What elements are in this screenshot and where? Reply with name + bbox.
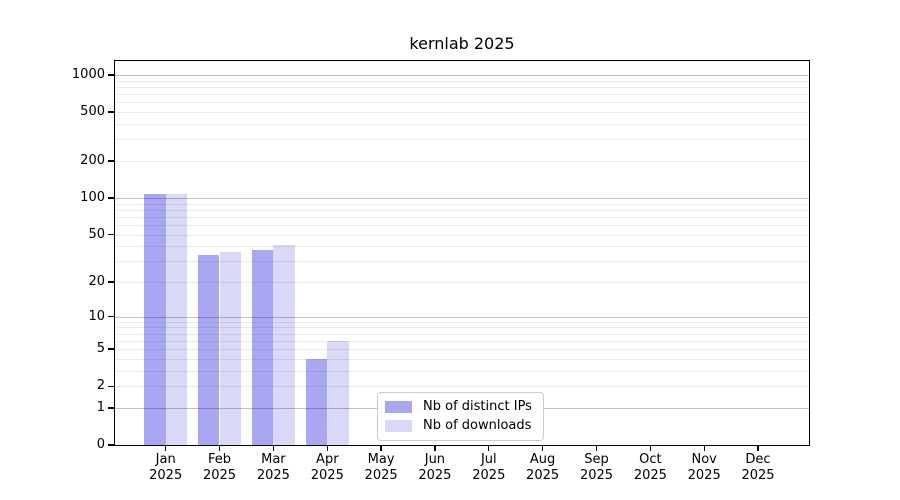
- grid-line-minor: [115, 321, 809, 323]
- x-tick-label: May 2025: [364, 452, 398, 483]
- grid-line-minor: [115, 112, 809, 114]
- y-tick-mark: [108, 74, 114, 76]
- x-tick-mark: [380, 446, 382, 451]
- grid-line-minor: [115, 124, 809, 125]
- grid-line-minor: [115, 203, 809, 205]
- y-tick-label: 5: [96, 341, 105, 357]
- legend: Nb of distinct IPs Nb of downloads: [377, 392, 544, 441]
- grid-line-minor: [115, 224, 809, 226]
- y-tick-label: 0: [96, 437, 105, 452]
- x-tick-mark: [272, 446, 275, 451]
- x-tick-label: Jun 2025: [418, 452, 452, 483]
- y-tick-mark: [108, 197, 114, 199]
- grid-line-major: [115, 75, 809, 76]
- x-tick-mark: [165, 446, 167, 451]
- x-tick-mark: [595, 446, 598, 451]
- x-tick-mark: [757, 446, 759, 451]
- legend-label: Nb of downloads: [423, 418, 532, 433]
- x-tick-mark: [649, 446, 651, 451]
- bar-distinct-ips: [144, 194, 166, 445]
- y-tick-mark: [108, 281, 114, 283]
- x-tick-label: Dec 2025: [741, 452, 775, 483]
- bar-distinct-ips: [198, 254, 220, 445]
- legend-item-downloads: Nb of downloads: [385, 418, 535, 434]
- bar-distinct-ips: [252, 250, 274, 445]
- y-tick-label: 1: [96, 399, 105, 415]
- y-tick-mark: [108, 407, 114, 409]
- legend-swatch-ips: [385, 401, 412, 413]
- bar-downloads: [165, 194, 188, 445]
- grid-line-minor: [115, 216, 809, 218]
- y-tick-label: 20: [88, 274, 105, 289]
- x-tick-mark: [488, 446, 490, 451]
- grid-line-minor: [115, 282, 809, 283]
- grid-line-major: [115, 316, 809, 318]
- grid-line-minor: [115, 340, 809, 342]
- grid-line-minor: [115, 358, 809, 360]
- x-tick-mark: [434, 446, 436, 451]
- x-tick-mark: [541, 446, 544, 451]
- grid-line-minor: [115, 102, 809, 104]
- y-tick-mark: [108, 348, 114, 350]
- legend-item-distinct-ips: Nb of distinct IPs: [385, 399, 535, 415]
- grid-line-major: [115, 197, 809, 199]
- grid-line-minor: [115, 139, 809, 141]
- x-tick-mark: [703, 446, 705, 451]
- y-tick-label: 1000: [71, 67, 105, 82]
- grid-line-minor: [115, 161, 809, 162]
- y-tick-label: 2: [96, 378, 105, 394]
- x-tick-label: Apr 2025: [310, 452, 344, 483]
- bar-distinct-ips: [305, 358, 328, 445]
- grid-line-minor: [115, 246, 809, 248]
- y-tick-mark: [108, 444, 114, 446]
- bar-downloads: [273, 244, 295, 445]
- chart-title: kernlab 2025: [409, 34, 515, 53]
- grid-line-minor: [115, 234, 809, 236]
- grid-line-minor: [115, 209, 809, 211]
- y-tick-mark: [108, 233, 114, 236]
- grid-line-minor: [115, 349, 809, 351]
- grid-line-minor: [115, 261, 809, 263]
- bar-downloads: [327, 340, 349, 445]
- x-tick-mark: [218, 446, 221, 451]
- x-tick-label: Oct 2025: [633, 452, 667, 483]
- y-tick-mark: [108, 160, 114, 162]
- x-tick-label: Jul 2025: [472, 452, 506, 483]
- x-tick-label: Feb 2025: [202, 452, 237, 483]
- grid-line-minor: [115, 80, 809, 82]
- legend-label: Nb of distinct IPs: [423, 399, 532, 414]
- grid-line-minor: [115, 327, 809, 329]
- bar-downloads: [219, 251, 241, 445]
- y-tick-label: 100: [80, 189, 105, 205]
- grid-line-minor: [115, 333, 809, 335]
- grid-line-minor: [115, 370, 809, 372]
- y-tick-mark: [108, 111, 114, 113]
- y-tick-label: 200: [80, 153, 105, 168]
- y-tick-mark: [108, 385, 114, 387]
- y-tick-mark: [108, 315, 114, 318]
- grid-line-minor: [115, 94, 809, 96]
- grid-line-minor: [115, 386, 809, 388]
- y-tick-label: 50: [88, 226, 105, 242]
- x-tick-label: Aug 2025: [526, 452, 560, 483]
- x-tick-mark: [326, 446, 328, 451]
- x-tick-label: Jan 2025: [149, 452, 183, 483]
- x-tick-label: Mar 2025: [256, 452, 290, 483]
- x-tick-label: Sep 2025: [579, 452, 614, 483]
- legend-swatch-downloads: [385, 420, 412, 432]
- grid-line-minor: [115, 87, 809, 88]
- x-tick-label: Nov 2025: [687, 452, 721, 483]
- y-tick-label: 500: [80, 104, 105, 120]
- y-tick-label: 10: [88, 308, 105, 324]
